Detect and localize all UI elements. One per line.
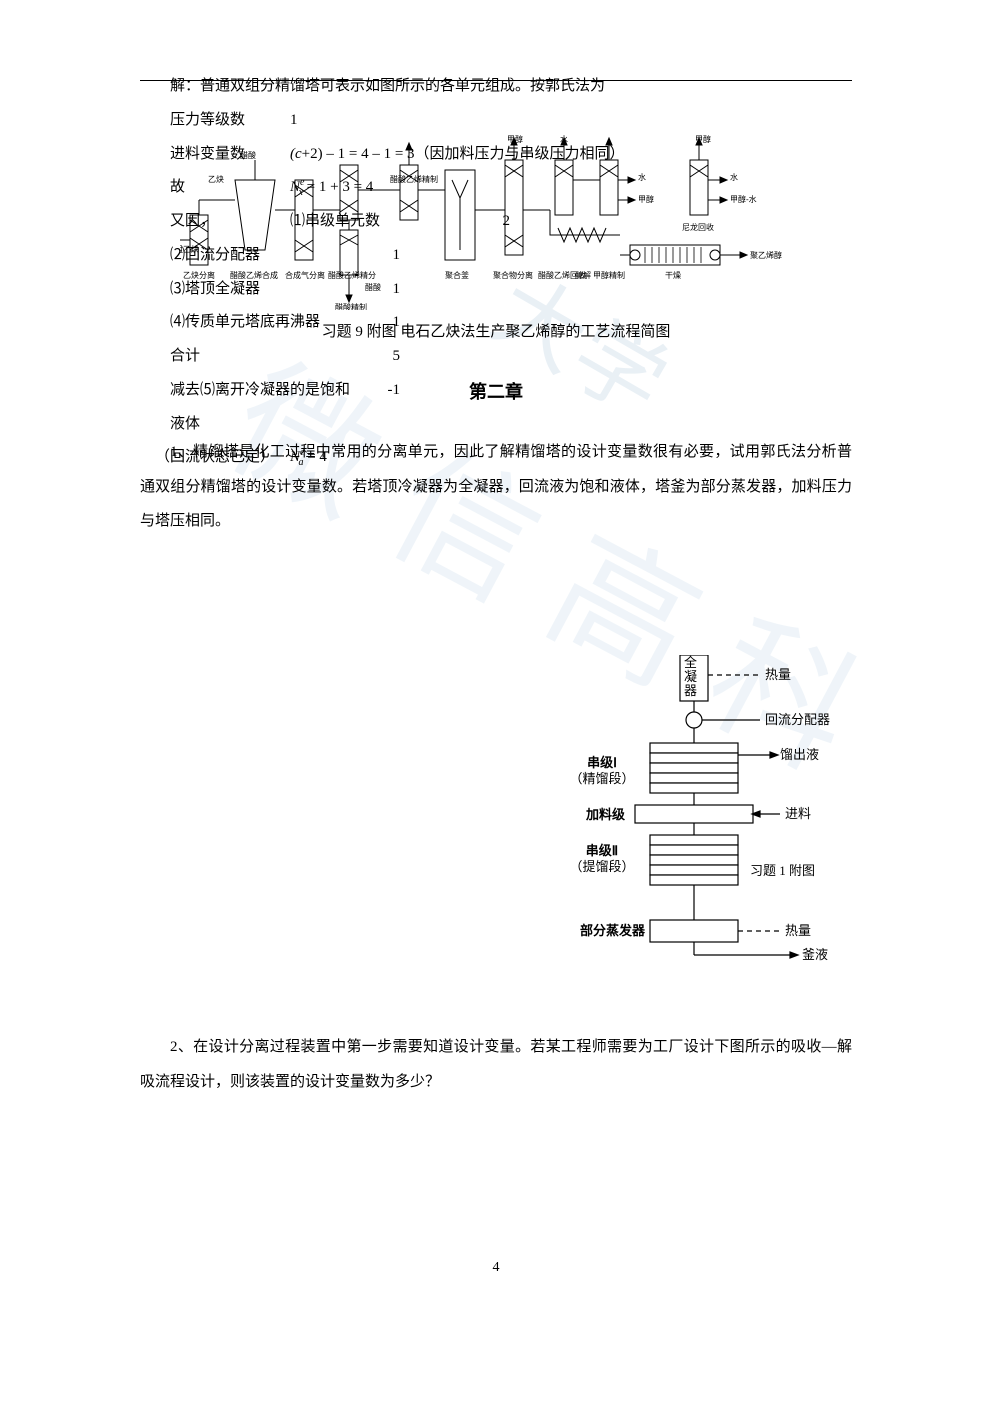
chapter-title: 第二章 (140, 378, 852, 404)
fig1-label-l12: 聚合物分离 (493, 270, 533, 280)
fig1-label-l17b: 水 (730, 172, 738, 182)
cd-condenser-3: 器 (684, 683, 697, 698)
fig1-label-l2: 醋酸 (240, 150, 256, 160)
sol-item3-label: 合计 (140, 340, 360, 374)
fig1-label-l17: 水 (638, 172, 646, 182)
cd-cascade2a: 串级Ⅱ (586, 843, 618, 858)
fig1-label-l16: 甲醇精制 (593, 270, 625, 280)
fig1-label-l14: 水 (560, 134, 568, 144)
fig1-label-l1: 乙炔 (208, 174, 224, 184)
fig1-label-l7: 醋酸乙烯精分 (328, 270, 376, 280)
fig1-label-l6: 合成气分离 (285, 270, 325, 280)
cd-bottoms: 釜液 (802, 947, 828, 962)
fig1-label-l19: 尼龙回收 (682, 222, 714, 232)
fig1-label-l10: 醋酸精制 (335, 302, 367, 310)
fig1-label-l21: 醇解 (575, 270, 591, 280)
question-2: 2、在设计分离过程装置中第一步需要知道设计变量。若某工程师需要为工厂设计下图所示… (140, 1030, 852, 1099)
sol-item3-value: 5 (360, 340, 400, 374)
cd-distillate: 馏出液 (780, 747, 819, 762)
question-1: 1、精馏塔是化工过程中常用的分离单元，因此了解精馏塔的设计变量数很有必要，试用郭… (140, 435, 852, 539)
cd-feedstage: 加料级 (585, 807, 626, 822)
fig1-label-l3: 粗乙炔 (180, 244, 199, 254)
cd-reboiler: 部分蒸发器 (580, 923, 646, 938)
fig1-label-l13b: 甲醇 (695, 134, 711, 144)
page-number: 4 (140, 1260, 852, 1276)
cd-cascade1a: 串级Ⅰ (587, 755, 617, 770)
figure-column-diagram: 全 凝 器 热量 回流分配器 馏出液 串级Ⅰ （精馏段） 加料级 进料 串级Ⅱ … (520, 655, 850, 995)
cd-figcap: 习题 1 附图 (750, 863, 815, 878)
figure-process-flow: 醋酸 乙炔 粗乙炔 乙炔分离 醋酸乙烯合成 合成气分离 醋酸乙烯精分 醋酸乙烯精… (180, 120, 810, 310)
page-content: 醋酸 乙炔 粗乙炔 乙炔分离 醋酸乙烯合成 合成气分离 醋酸乙烯精分 醋酸乙烯精… (140, 70, 852, 1330)
fig1-label-l13: 甲醇 (507, 134, 523, 144)
fig1-label-l22: 干燥 (665, 271, 681, 280)
fig1-label-l18: 甲醇 (638, 194, 654, 204)
fig1-label-l8: 醋酸乙烯精制 (390, 174, 438, 184)
fig1-label-l4: 乙炔分离 (183, 270, 215, 280)
fig1-label-l5: 醋酸乙烯合成 (230, 270, 278, 280)
cd-feed: 进料 (785, 806, 811, 821)
fig1-label-l20: 甲醇-水 (730, 194, 757, 204)
cd-reflux: 回流分配器 (765, 712, 830, 727)
sol-line1: 解：普通双组分精馏塔可表示如图所示的各单元组成。按郭氏法为 (140, 70, 605, 104)
cd-heat: 热量 (765, 667, 791, 682)
cd-cascade2b: （提馏段） (569, 859, 634, 874)
fig1-label-l23: 聚乙烯醇 (750, 250, 782, 260)
top-rule (140, 80, 852, 81)
cd-heat2: 热量 (785, 923, 811, 938)
cd-condenser-1: 全 (684, 655, 697, 670)
fig1-label-l9: 醋酸 (365, 282, 381, 292)
cd-cascade1b: （精馏段） (569, 771, 634, 786)
cd-condenser-2: 凝 (684, 669, 697, 684)
figure-top-caption: 习题 9 附图 电石乙炔法生产聚乙烯醇的工艺流程简图 (140, 320, 852, 341)
fig1-label-l11: 聚合釜 (445, 270, 469, 280)
